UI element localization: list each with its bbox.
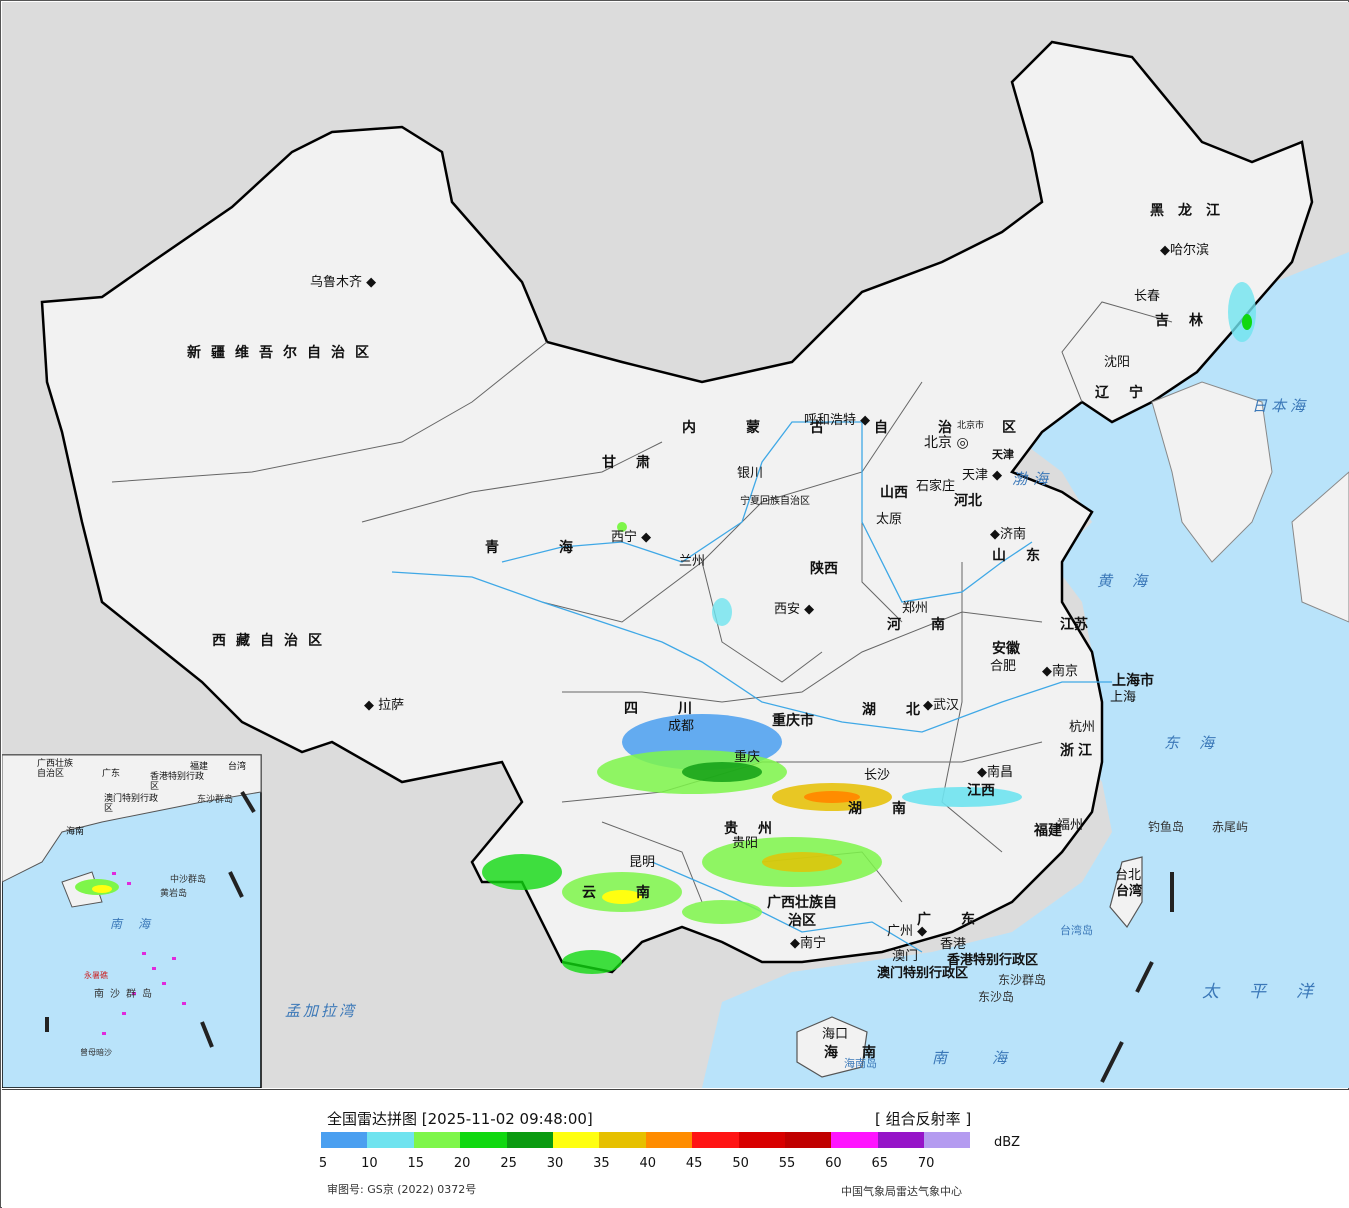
color-swatch-10 [784, 1132, 832, 1148]
color-swatch-9 [738, 1132, 785, 1148]
colorbar-tick-5: 5 [318, 1156, 328, 1171]
colorbar-tick-60: 60 [825, 1156, 842, 1171]
radar-echoes [482, 282, 1256, 974]
color-swatch-7 [645, 1132, 693, 1148]
map-approval-number: 审图号: GS京 (2022) 0372号 [327, 1183, 477, 1196]
colorbar-tick-45: 45 [685, 1156, 703, 1171]
colorbar-tick-55: 55 [778, 1156, 796, 1171]
color-swatch-2 [413, 1132, 461, 1148]
legend-title: 全国雷达拼图 [2025-11-02 09:48:00] [327, 1110, 593, 1128]
colorbar-tick-40: 40 [639, 1156, 657, 1171]
color-swatch-3 [460, 1132, 507, 1148]
color-swatch-1 [367, 1132, 414, 1148]
korea-land [1151, 381, 1273, 563]
unit-label: dBZ [994, 1135, 1021, 1150]
colorbar-tick-50: 50 [732, 1156, 749, 1171]
color-swatch-0 [321, 1132, 368, 1148]
color-swatch-8 [692, 1132, 739, 1148]
china-land [40, 40, 1314, 974]
legend-panel: 全国雷达拼图 [2025-11-02 09:48:00] [ 组合反射率 ] 5… [2, 1089, 1349, 1208]
colorbar-tick-70: 70 [917, 1156, 935, 1171]
south-china-sea-inset [2, 754, 262, 1088]
color-swatch-13 [924, 1132, 971, 1148]
rivers [391, 421, 1112, 953]
colorbar-tick-35: 35 [593, 1156, 610, 1171]
color-bar [321, 1132, 971, 1148]
taiwan-island [1109, 856, 1143, 929]
colorbar-tick-15: 15 [407, 1156, 425, 1171]
color-swatch-11 [831, 1132, 878, 1148]
agency-label: 中国气象局雷达气象中心 [841, 1185, 962, 1198]
product-label: [ 组合反射率 ] [875, 1110, 972, 1128]
nine-dash-line [45, 790, 1174, 1083]
hainan-island [796, 1016, 868, 1078]
map-canvas [2, 40, 1349, 1088]
color-swatch-12 [877, 1132, 925, 1148]
colorbar-tick-20: 20 [453, 1156, 471, 1171]
colorbar-tick-65: 65 [871, 1156, 889, 1171]
radar-map[interactable]: 新疆维吾尔自治区 西藏自治区 青海 甘肃 内蒙古自治区 黑龙江 吉林 辽宁 河北… [2, 2, 1349, 1088]
colorbar-tick-25: 25 [500, 1156, 517, 1171]
colorbar-tick-30: 30 [546, 1156, 564, 1171]
japan-land [1291, 471, 1349, 623]
color-swatch-5 [552, 1132, 600, 1148]
colorbar-tick-10: 10 [361, 1156, 378, 1171]
color-swatch-6 [599, 1132, 646, 1148]
colorbar-ticks: 5 10 15 20 25 30 35 40 45 50 55 60 65 70 [318, 1156, 981, 1174]
color-swatch-4 [506, 1132, 553, 1148]
